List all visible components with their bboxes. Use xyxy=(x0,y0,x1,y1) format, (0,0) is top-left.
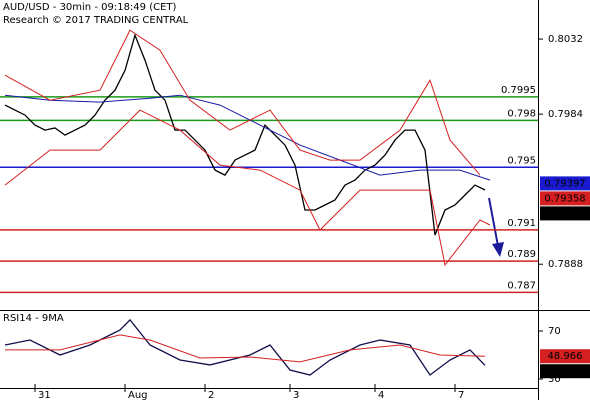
level-label: 0.798 xyxy=(507,108,536,119)
price-marker xyxy=(540,176,590,191)
y-tick-label: 0.8032 xyxy=(548,34,583,45)
arrow xyxy=(488,197,504,257)
x-tick-label: 4 xyxy=(378,390,384,400)
price-marker xyxy=(540,191,590,206)
rsi-title: RSI14 - 9MA xyxy=(3,313,64,324)
y-tick-label: 30 xyxy=(548,374,561,385)
series-line xyxy=(4,94,491,181)
chart-subtitle: Research © 2017 TRADING CENTRAL xyxy=(3,15,189,26)
series-line xyxy=(5,334,486,363)
level-label: 0.7995 xyxy=(501,85,536,96)
x-tick-label: 31 xyxy=(38,390,51,400)
level-label: 0.795 xyxy=(507,155,536,166)
series-line xyxy=(4,109,491,267)
price-marker-label: 41.4241 xyxy=(544,366,585,377)
x-tick-label: 3 xyxy=(293,390,299,400)
x-tick-label: 2 xyxy=(208,390,214,400)
x-tick-label: Aug xyxy=(128,390,148,400)
price-marker-label: 0.79358 xyxy=(544,193,585,204)
price-marker-label: 0.79397 xyxy=(544,178,585,189)
price-marker xyxy=(540,206,590,221)
series-line xyxy=(4,29,481,176)
level-label: 0.791 xyxy=(507,218,536,229)
x-tick-label: 7 xyxy=(458,390,464,400)
price-marker-label: 48.966 xyxy=(548,351,583,362)
price-marker-label: 0.79256 xyxy=(544,208,585,219)
series-line xyxy=(4,33,486,236)
y-tick-label: 0.7984 xyxy=(548,109,583,120)
price-marker xyxy=(540,349,590,364)
level-label: 0.789 xyxy=(507,249,536,260)
y-tick-label: 70 xyxy=(548,326,561,337)
y-tick-label: 0.7888 xyxy=(548,259,583,270)
chart-title: AUD/USD - 30min - 09:18:49 (CET) xyxy=(3,2,177,13)
level-label: 0.787 xyxy=(507,280,536,291)
price-marker xyxy=(540,364,590,379)
